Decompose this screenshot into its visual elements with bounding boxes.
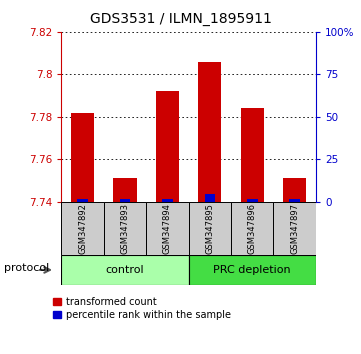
Bar: [240, 108, 264, 202]
FancyBboxPatch shape: [188, 255, 316, 285]
FancyBboxPatch shape: [61, 255, 188, 285]
FancyBboxPatch shape: [188, 202, 231, 255]
Bar: [283, 178, 306, 202]
Text: protocol: protocol: [4, 263, 49, 273]
FancyBboxPatch shape: [274, 202, 316, 255]
Legend: transformed count, percentile rank within the sample: transformed count, percentile rank withi…: [53, 297, 231, 320]
Bar: [290, 199, 300, 202]
Bar: [205, 194, 215, 202]
Text: GSM347892: GSM347892: [78, 203, 87, 254]
Text: GSM347895: GSM347895: [205, 203, 214, 254]
Bar: [113, 178, 137, 202]
Text: GSM347896: GSM347896: [248, 203, 257, 254]
Text: GSM347897: GSM347897: [290, 203, 299, 254]
Bar: [120, 199, 130, 202]
Text: PRC depletion: PRC depletion: [213, 265, 291, 275]
Bar: [156, 91, 179, 202]
Bar: [77, 199, 88, 202]
Bar: [198, 62, 222, 202]
Text: GSM347893: GSM347893: [121, 203, 130, 254]
Text: GDS3531 / ILMN_1895911: GDS3531 / ILMN_1895911: [90, 12, 271, 27]
Text: control: control: [106, 265, 144, 275]
FancyBboxPatch shape: [104, 202, 146, 255]
FancyBboxPatch shape: [146, 202, 188, 255]
FancyBboxPatch shape: [61, 202, 104, 255]
Text: GSM347894: GSM347894: [163, 203, 172, 254]
Bar: [162, 199, 173, 202]
FancyBboxPatch shape: [231, 202, 274, 255]
Bar: [247, 199, 257, 202]
Bar: [71, 113, 94, 202]
